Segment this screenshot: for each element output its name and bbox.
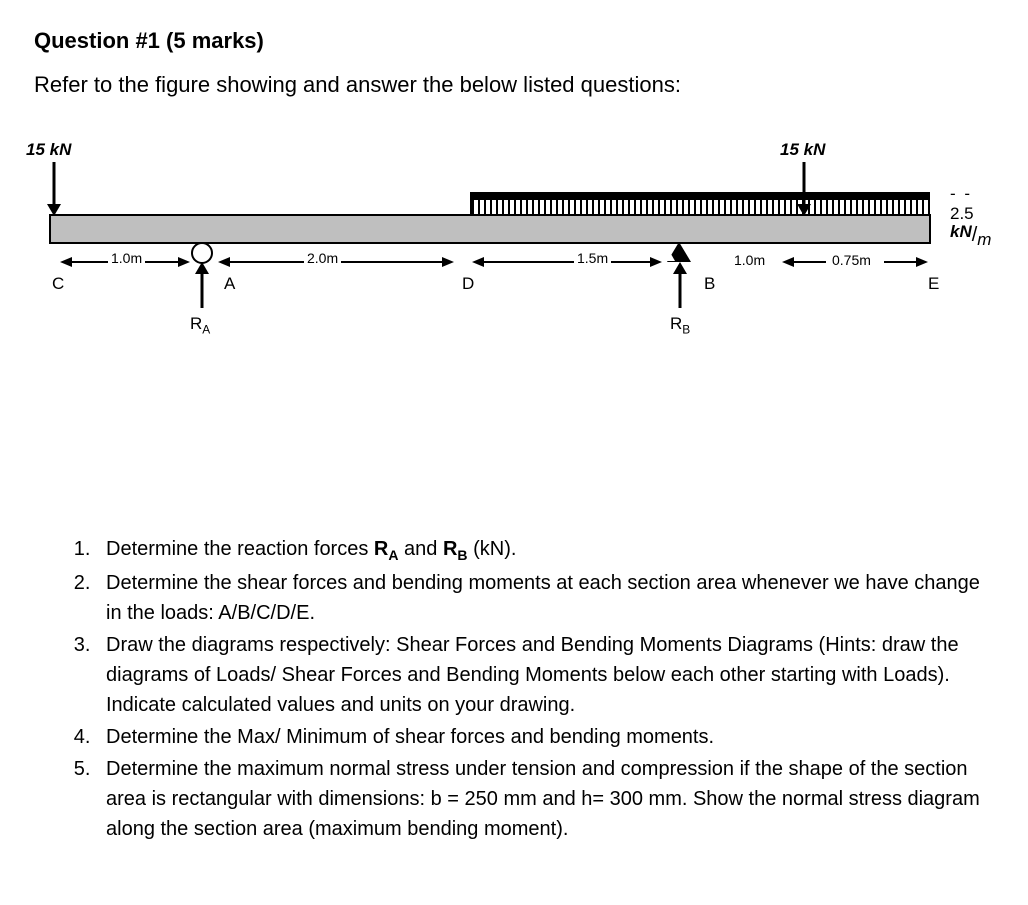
- pt-c: C: [52, 274, 64, 294]
- distributed-load-region: [470, 192, 930, 214]
- q1: Determine the reaction forces RA and RB …: [96, 534, 994, 566]
- rb-label: RB: [670, 314, 690, 336]
- dim-ad-label: 2.0m: [304, 250, 341, 266]
- q5: Determine the maximum normal stress unde…: [96, 754, 994, 844]
- dim-db-label: 1.5m: [574, 250, 611, 266]
- load-label-near-e: 15 kN: [780, 140, 825, 160]
- ra-label: RA: [190, 314, 210, 336]
- question-instruction: Refer to the figure showing and answer t…: [34, 72, 994, 98]
- dim-b-load-label: 1.0m: [734, 252, 765, 268]
- load-label-c: 15 kN: [26, 140, 71, 160]
- support-roller-a: [191, 242, 213, 264]
- dim-ca-label: 1.0m: [108, 250, 145, 266]
- q2: Determine the shear forces and bending m…: [96, 568, 994, 628]
- q3: Draw the diagrams respectively: Shear Fo…: [96, 630, 994, 720]
- pt-e: E: [928, 274, 939, 294]
- beam: [49, 214, 931, 244]
- arrow-load-c: [44, 162, 64, 216]
- arrow-reaction-b: [670, 262, 690, 308]
- dist-load-label: - - 2.5 kN/m: [950, 184, 994, 247]
- dim-db: [472, 254, 662, 270]
- question-list: Determine the reaction forces RA and RB …: [34, 534, 994, 844]
- arrow-reaction-a: [192, 262, 212, 308]
- question-title: Question #1 (5 marks): [34, 28, 994, 54]
- beam-figure: 15 kN 15 kN - - 2.5 kN/m 1.0m: [34, 134, 994, 394]
- pt-d: D: [462, 274, 474, 294]
- pt-a: A: [224, 274, 235, 294]
- dim-load-e-label: 0.75m: [832, 252, 871, 268]
- pt-b: B: [704, 274, 715, 294]
- q4: Determine the Max/ Minimum of shear forc…: [96, 722, 994, 752]
- support-pin-b: [667, 242, 691, 262]
